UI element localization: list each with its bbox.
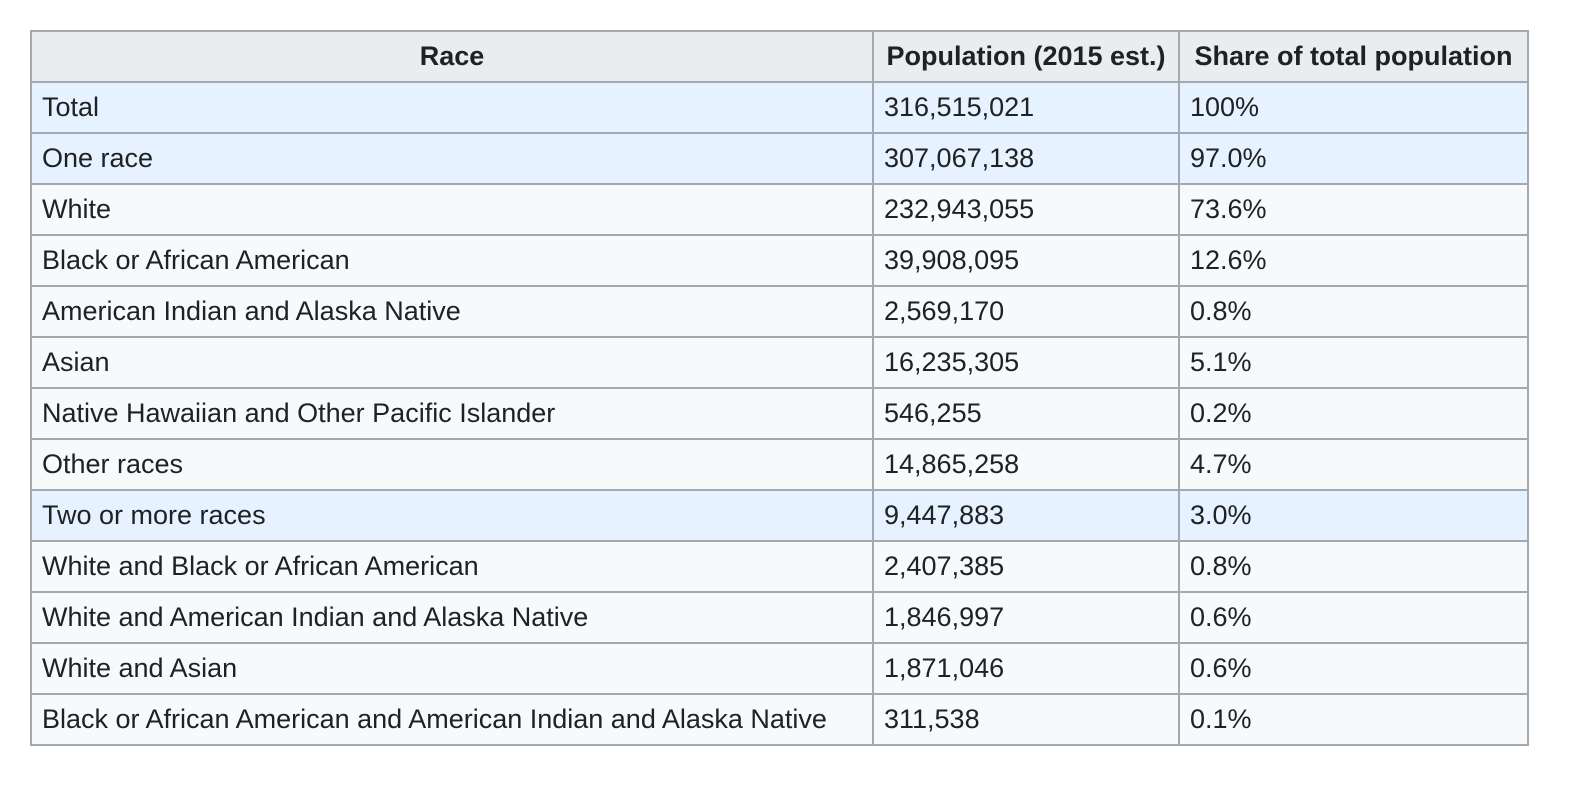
race-population-table: Race Population (2015 est.) Share of tot… — [30, 30, 1529, 746]
share-cell: 73.6% — [1178, 183, 1529, 236]
share-cell: 97.0% — [1178, 132, 1529, 185]
table-group-row: One race 307,067,138 97.0% — [30, 132, 1529, 185]
share-cell: 12.6% — [1178, 234, 1529, 287]
table-row: Asian 16,235,305 5.1% — [30, 336, 1529, 389]
population-cell: 39,908,095 — [872, 234, 1180, 287]
table-row: White and Asian 1,871,046 0.6% — [30, 642, 1529, 695]
table-row: Native Hawaiian and Other Pacific Island… — [30, 387, 1529, 440]
share-cell: 0.6% — [1178, 642, 1529, 695]
population-cell: 14,865,258 — [872, 438, 1180, 491]
column-header-share[interactable]: Share of total population — [1178, 30, 1529, 83]
share-cell: 4.7% — [1178, 438, 1529, 491]
race-cell: Total — [30, 81, 874, 134]
column-header-population[interactable]: Population (2015 est.) — [872, 30, 1180, 83]
race-cell: White and Asian — [30, 642, 874, 695]
race-cell: White — [30, 183, 874, 236]
table-body: Total 316,515,021 100% One race 307,067,138 9… — [30, 81, 1529, 746]
race-cell: White and American Indian and Alaska Nat… — [30, 591, 874, 644]
column-header-race[interactable]: Race — [30, 30, 874, 83]
share-cell: 5.1% — [1178, 336, 1529, 389]
share-cell: 3.0% — [1178, 489, 1529, 542]
share-cell: 0.8% — [1178, 285, 1529, 338]
table-row: White and Black or African American 2,407… — [30, 540, 1529, 593]
share-cell: 100% — [1178, 81, 1529, 134]
population-cell: 1,846,997 — [872, 591, 1180, 644]
race-cell: One race — [30, 132, 874, 185]
population-cell: 316,515,021 — [872, 81, 1180, 134]
race-cell: White and Black or African American — [30, 540, 874, 593]
table-row: American Indian and Alaska Native 2,569,1… — [30, 285, 1529, 338]
race-cell: Black or African American — [30, 234, 874, 287]
population-cell: 232,943,055 — [872, 183, 1180, 236]
population-cell: 2,569,170 — [872, 285, 1180, 338]
table-row: White and American Indian and Alaska Nat… — [30, 591, 1529, 644]
table-row: Black or African American 39,908,095 12.6% — [30, 234, 1529, 287]
share-cell: 0.6% — [1178, 591, 1529, 644]
population-cell: 16,235,305 — [872, 336, 1180, 389]
share-cell: 0.8% — [1178, 540, 1529, 593]
table-row: Black or African American and American I… — [30, 693, 1529, 746]
race-cell: Other races — [30, 438, 874, 491]
share-cell: 0.2% — [1178, 387, 1529, 440]
race-cell: Asian — [30, 336, 874, 389]
table-group-row: Total 316,515,021 100% — [30, 81, 1529, 134]
table-group-row: Two or more races 9,447,883 3.0% — [30, 489, 1529, 542]
race-cell: Black or African American and American I… — [30, 693, 874, 746]
share-cell: 0.1% — [1178, 693, 1529, 746]
population-cell: 1,871,046 — [872, 642, 1180, 695]
population-cell: 2,407,385 — [872, 540, 1180, 593]
table-row: Other races 14,865,258 4.7% — [30, 438, 1529, 491]
population-cell: 311,538 — [872, 693, 1180, 746]
population-cell: 546,255 — [872, 387, 1180, 440]
population-cell: 9,447,883 — [872, 489, 1180, 542]
race-cell: Native Hawaiian and Other Pacific Island… — [30, 387, 874, 440]
race-cell: Two or more races — [30, 489, 874, 542]
table-header-row: Race Population (2015 est.) Share of tot… — [30, 30, 1529, 83]
population-cell: 307,067,138 — [872, 132, 1180, 185]
table-row: White 232,943,055 73.6% — [30, 183, 1529, 236]
race-cell: American Indian and Alaska Native — [30, 285, 874, 338]
